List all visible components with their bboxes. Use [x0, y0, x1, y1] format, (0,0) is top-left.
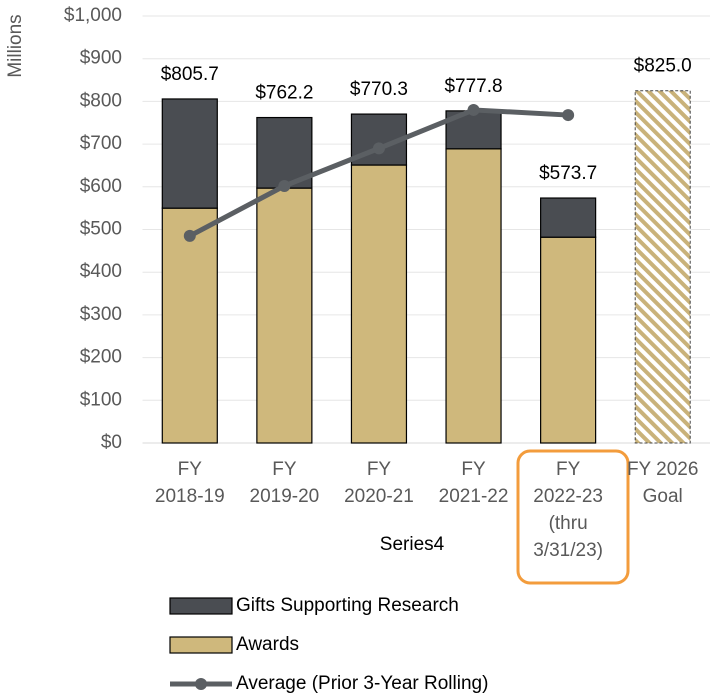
data-label: $573.7: [539, 163, 597, 184]
y-tick-label: $400: [80, 261, 122, 282]
y-tick-label: $0: [101, 432, 122, 453]
grid: [142, 15, 710, 444]
bar-gifts: [445, 110, 502, 150]
x-tick-label: 2018-19: [155, 486, 225, 507]
line-marker: [183, 229, 196, 242]
x-tick-label: 2022-23: [533, 486, 603, 507]
bar-awards: [350, 164, 408, 444]
legend-label: Average (Prior 3-Year Rolling): [236, 673, 488, 694]
x-tick-label: (thru: [549, 513, 588, 534]
x-tick-label: FY: [556, 459, 581, 480]
legend-swatch: [169, 636, 233, 654]
y-tick-label: $800: [80, 90, 122, 111]
data-label: $770.3: [350, 79, 408, 100]
data-label: $762.2: [255, 83, 313, 104]
x-tick-label: Goal: [643, 486, 683, 507]
bar-awards: [540, 236, 597, 444]
y-tick-label: $100: [80, 389, 122, 410]
legend-label: Gifts Supporting Research: [236, 595, 459, 616]
x-tick-label: FY: [367, 459, 392, 480]
data-label: $805.7: [161, 64, 219, 85]
highlight-box: [516, 449, 630, 585]
y-tick-label: $300: [80, 304, 122, 325]
bar-goal: [634, 90, 691, 444]
line-marker: [372, 142, 385, 155]
y-tick-label: $200: [80, 347, 122, 368]
data-label: $825.0: [634, 56, 692, 77]
y-tick-label: $500: [80, 219, 122, 240]
x-tick-label: 2019-20: [250, 486, 320, 507]
legend-swatch: [195, 678, 207, 690]
x-tick-label: 2021-22: [439, 486, 509, 507]
y-tick-label: $700: [80, 133, 122, 154]
x-tick-label: 2020-21: [344, 486, 414, 507]
bar-awards: [161, 207, 218, 444]
y-axis-title: Millions: [5, 14, 26, 77]
bar-awards: [445, 148, 502, 444]
line-marker: [562, 109, 575, 122]
legend-label: Awards: [236, 634, 299, 655]
data-label: $777.8: [444, 76, 502, 97]
x-tick-label: 3/31/23): [533, 540, 603, 561]
bar-gifts: [161, 98, 218, 209]
x-tick-label: FY: [272, 459, 297, 480]
line-marker: [278, 179, 291, 192]
x-tick-label: FY 2026: [627, 459, 698, 480]
bar-awards: [256, 187, 313, 444]
y-tick-label: $600: [80, 176, 122, 197]
y-tick-label: $900: [80, 48, 122, 69]
line-marker: [467, 103, 480, 116]
x-tick-label: FY: [178, 459, 203, 480]
x-axis-title: Series4: [380, 534, 445, 555]
bar-gifts: [540, 197, 597, 238]
y-tick-label: $1,000: [64, 5, 122, 26]
legend-swatch: [169, 597, 233, 615]
x-tick-label: FY: [461, 459, 486, 480]
